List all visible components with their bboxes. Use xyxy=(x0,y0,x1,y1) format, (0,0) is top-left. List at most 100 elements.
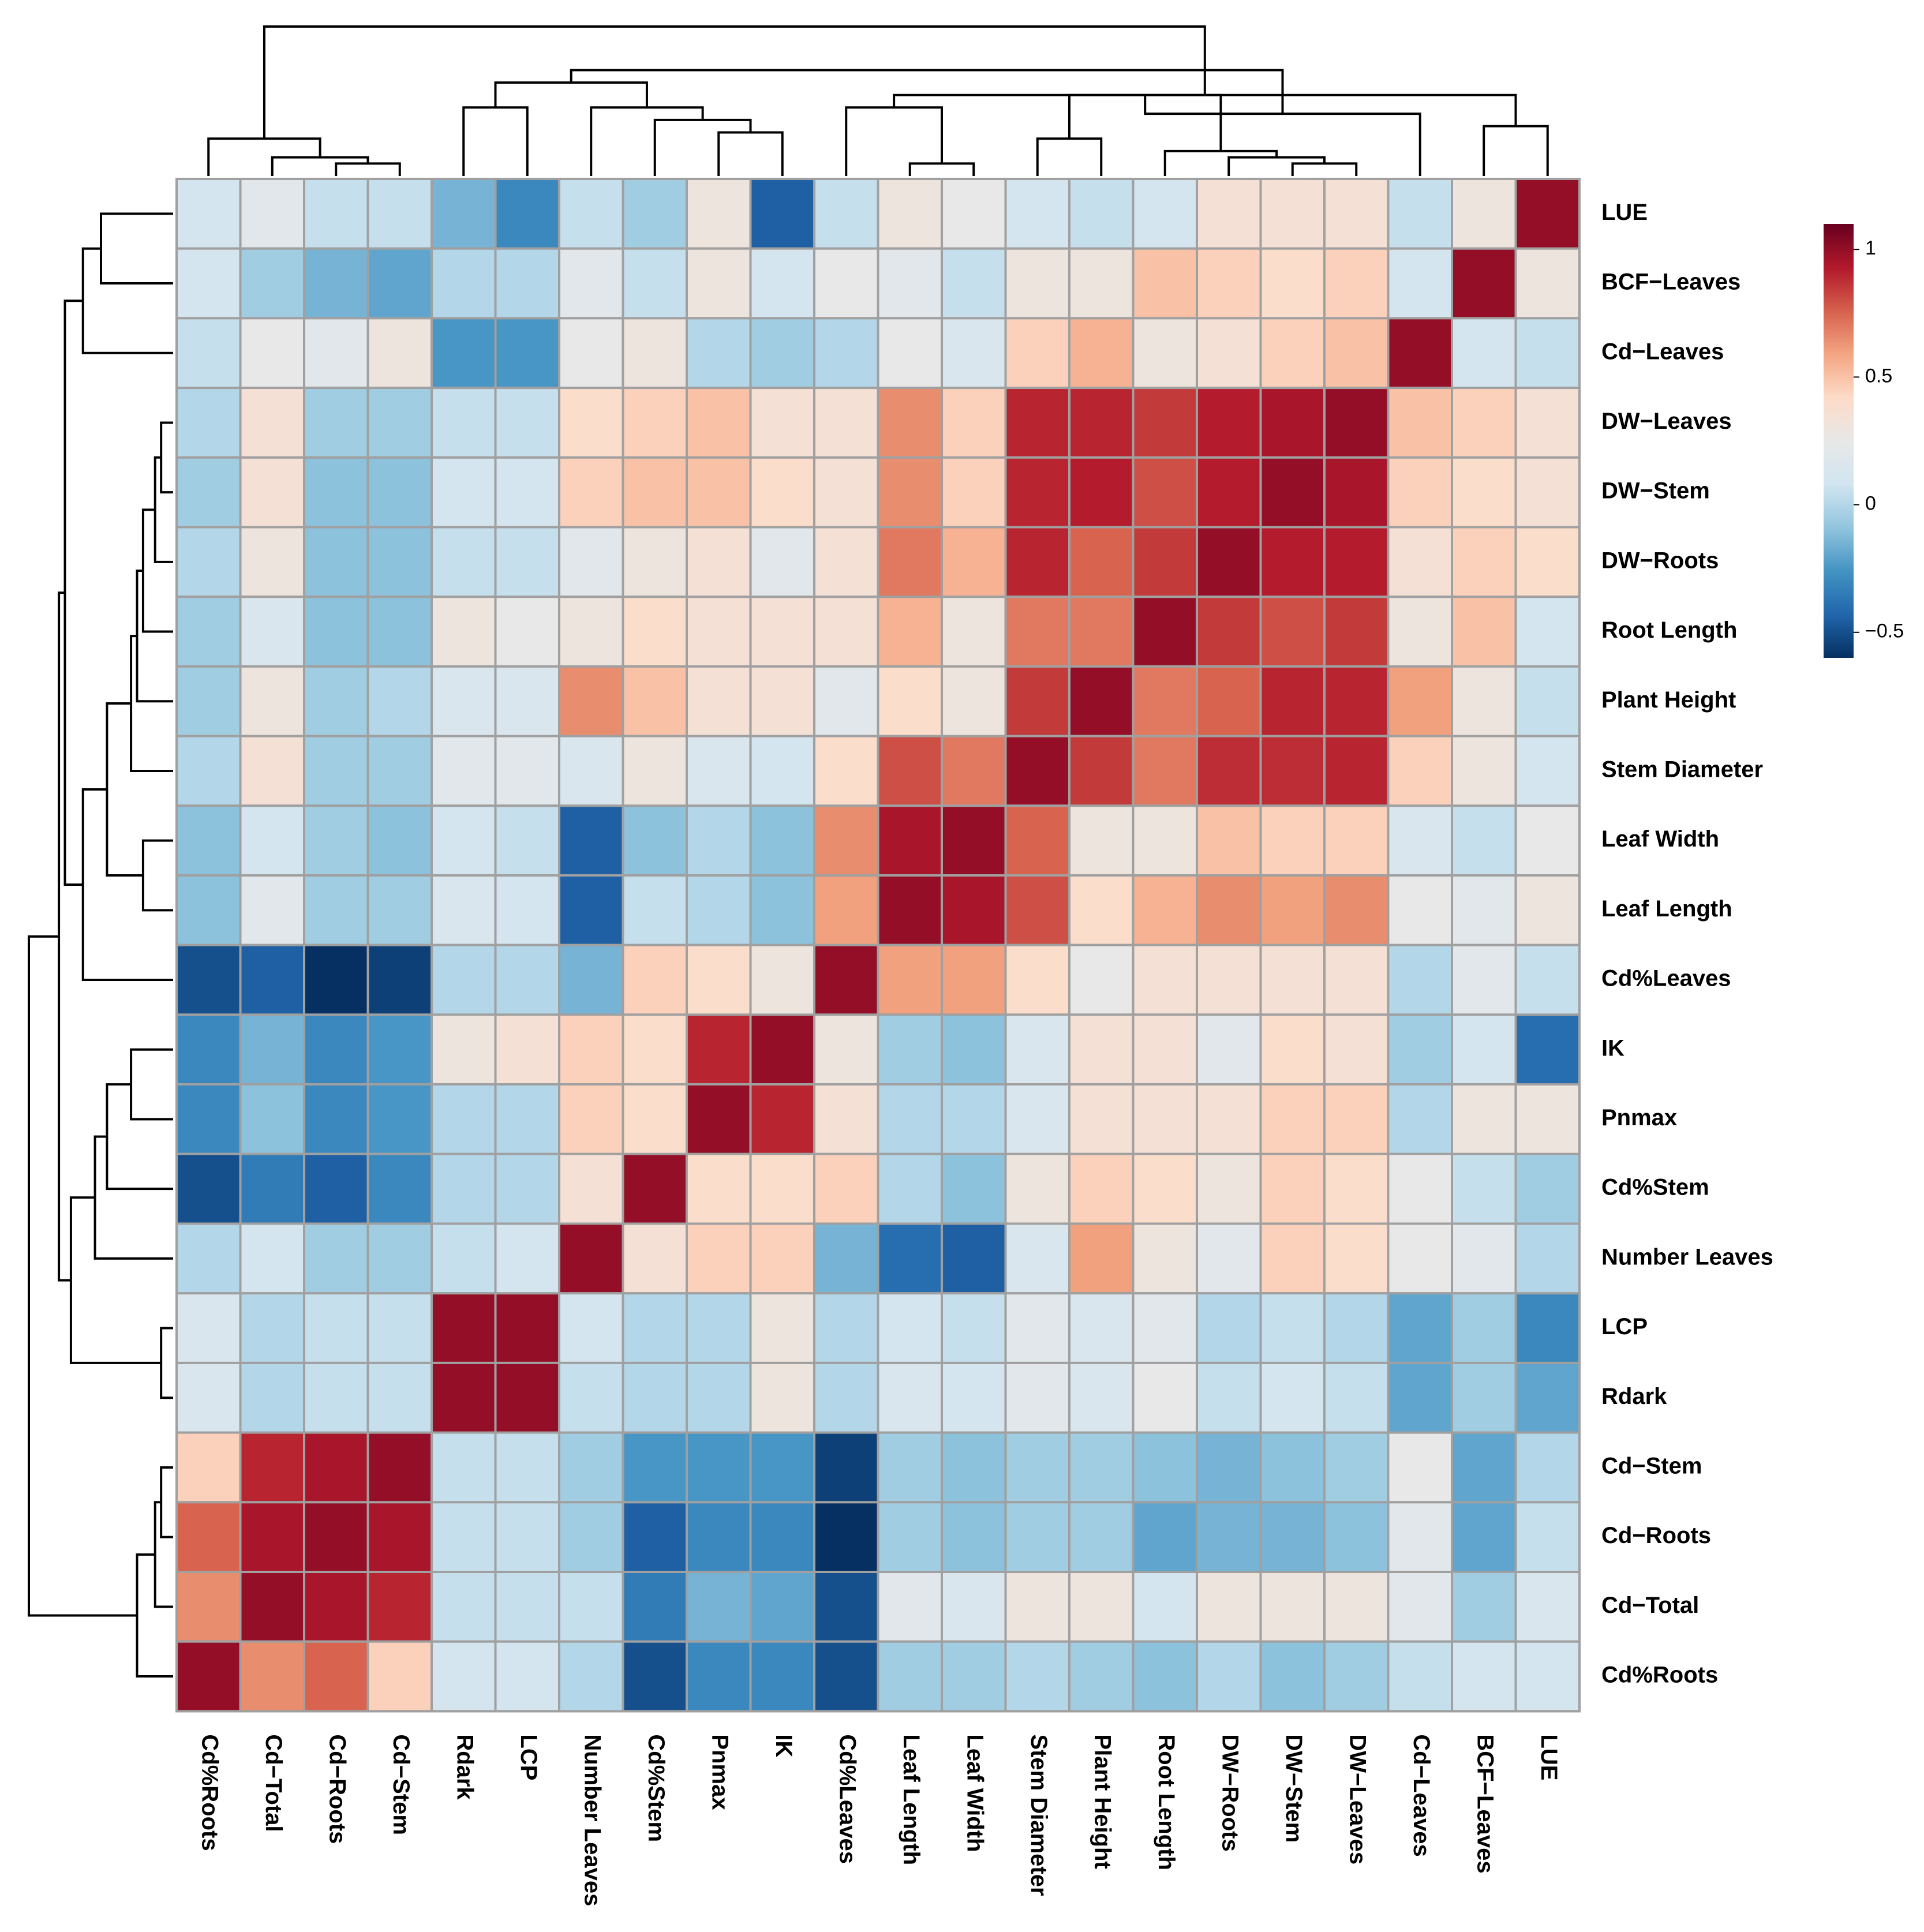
heatmap-cell-bcf-leaves-x-lcp: BCF−Leaves / LCP: 0 xyxy=(494,247,560,320)
heatmap-cell-bcf-leaves-x-rdark: BCF−Leaves / Rdark: 0 xyxy=(431,247,497,320)
heatmap-cell-dw-leaves-x-bcf-leaves: DW−Leaves / BCF−Leaves: 0.45 xyxy=(1451,387,1517,459)
heatmap-cell-cd-stem-x-number-leaves: Cd−Stem / Number Leaves: -0.05 xyxy=(558,1431,624,1504)
heatmap-cell-lue-x-plant-height: LUE / Plant Height: 0.05 xyxy=(1068,178,1135,250)
dendrogram-link-12 xyxy=(1163,149,1278,176)
heatmap-cell-lcp-x-dw-leaves: LCP / DW−Leaves: 0 xyxy=(1323,1292,1390,1364)
heatmap-cell-pnmax-x-dw-stem: Pnmax / DW−Stem: 0.45 xyxy=(1259,1083,1326,1155)
heatmap-cell-root-length-x-rdark: Root Length / Rdark: 0.3 xyxy=(431,596,497,668)
heatmap-cell-dw-stem-x-stem-diameter: DW−Stem / Stem Diameter: 0.9 xyxy=(1004,456,1070,529)
heatmap-cell-plant-height-x-cd-pct-leaves: Plant Height / Cd%Leaves: 0.2 xyxy=(813,665,879,737)
heatmap-cell-lue-x-root-length: LUE / Root Length: 0.1 xyxy=(1132,178,1198,250)
heatmap-cell-number-leaves-x-cd-total: Number Leaves / Cd−Total: 0.1 xyxy=(239,1222,305,1295)
heatmap-cell-lcp-x-dw-stem: LCP / DW−Stem: 0.05 xyxy=(1259,1292,1326,1364)
heatmap-cell-dw-leaves-x-root-length: DW−Leaves / Root Length: 0.85 xyxy=(1132,387,1198,459)
heatmap-cell-pnmax-x-rdark: Pnmax / Rdark: 0 xyxy=(431,1083,497,1155)
heatmap-cell-cd-pct-roots-x-cd-leaves: Cd%Roots / Cd−Leaves: 0.05 xyxy=(1387,1640,1453,1713)
heatmap-cell-cd-total-x-root-length: Cd−Total / Root Length: 0.1 xyxy=(1132,1571,1198,1643)
heatmap-cell-lue-x-dw-leaves: LUE / DW−Leaves: 0.35 xyxy=(1323,178,1390,250)
heatmap-cell-lue-x-cd-pct-roots: LUE / Cd%Roots: 0.1 xyxy=(175,178,242,250)
heatmap-cell-cd-pct-leaves-x-cd-total: Cd%Leaves / Cd−Total: -0.45 xyxy=(239,943,305,1016)
heatmap-cell-root-length-x-cd-total: Root Length / Cd−Total: 0.15 xyxy=(239,596,305,668)
heatmap-cell-lue-x-cd-roots: LUE / Cd−Roots: 0.05 xyxy=(303,178,369,250)
heatmap-cell-dw-stem-x-cd-pct-roots: DW−Stem / Cd%Roots: -0.05 xyxy=(175,456,242,529)
column-label-dw-roots: DW−Roots xyxy=(1218,1734,1243,1851)
heatmap-cell-root-length-x-cd-pct-stem: Root Length / Cd%Stem: 0.4 xyxy=(622,596,688,668)
heatmap-cell-ik-x-rdark: IK / Rdark: 0.3 xyxy=(431,1013,497,1086)
heatmap-cell-cd-roots-x-leaf-length: Cd−Roots / Leaf Length: -0.05 xyxy=(877,1501,943,1574)
heatmap-cell-rdark-x-dw-stem: Rdark / DW−Stem: 0.1 xyxy=(1259,1361,1326,1434)
heatmap-cell-cd-pct-roots-x-root-length: Cd%Roots / Root Length: -0.1 xyxy=(1132,1640,1198,1713)
heatmap-cell-cd-pct-stem-x-dw-stem: Cd%Stem / DW−Stem: 0.45 xyxy=(1259,1152,1326,1225)
row-label-leaf-width: Leaf Width xyxy=(1601,826,1719,852)
heatmap-cell-plant-height-x-cd-pct-stem: Plant Height / Cd%Stem: 0.5 xyxy=(622,665,688,737)
heatmap-cell-ik-x-bcf-leaves: IK / BCF−Leaves: 0.1 xyxy=(1451,1013,1517,1086)
heatmap-cell-cd-roots-x-lcp: Cd−Roots / LCP: 0.05 xyxy=(494,1501,560,1574)
heatmap-cell-stem-diameter-x-cd-stem: Stem Diameter / Cd−Stem: -0.05 xyxy=(366,735,433,807)
heatmap-cell-cd-roots-x-pnmax: Cd−Roots / Pnmax: -0.3 xyxy=(686,1501,752,1574)
heatmap-cell-cd-pct-leaves-x-number-leaves: Cd%Leaves / Number Leaves: -0.15 xyxy=(558,943,624,1016)
heatmap-cell-cd-total-x-lue: Cd−Total / LUE: 0.15 xyxy=(1514,1571,1581,1643)
heatmap-cell-dw-roots-x-bcf-leaves: DW−Roots / BCF−Leaves: 0.45 xyxy=(1451,526,1517,598)
column-label-cd-pct-leaves: Cd%Leaves xyxy=(835,1734,860,1864)
heatmap-cell-leaf-width-x-cd-pct-leaves: Leaf Width / Cd%Leaves: 0.65 xyxy=(813,804,879,877)
heatmap-cell-lue-x-leaf-width: LUE / Leaf Width: 0.25 xyxy=(941,178,1007,250)
heatmap-cell-pnmax-x-cd-pct-stem: Pnmax / Cd%Stem: 0.4 xyxy=(622,1083,688,1155)
column-label-stem-diameter: Stem Diameter xyxy=(1026,1734,1051,1896)
heatmap-cell-cd-pct-roots-x-leaf-length: Cd%Roots / Leaf Length: -0.05 xyxy=(877,1640,943,1713)
row-label-lue: LUE xyxy=(1601,200,1648,225)
heatmap-cell-cd-leaves-x-cd-stem: Cd−Leaves / Cd−Stem: 0.3 xyxy=(366,317,433,390)
heatmap-cell-leaf-width-x-cd-pct-stem: Leaf Width / Cd%Stem: -0.1 xyxy=(622,804,688,877)
heatmap-cell-cd-pct-stem-x-plant-height: Cd%Stem / Plant Height: 0.45 xyxy=(1068,1152,1135,1225)
column-label-rdark: Rdark xyxy=(452,1734,478,1800)
heatmap-cell-plant-height-x-lue: Plant Height / LUE: 0.05 xyxy=(1514,665,1581,737)
heatmap-cell-stem-diameter-x-cd-pct-roots: Stem Diameter / Cd%Roots: 0 xyxy=(175,735,242,807)
heatmap-cell-cd-pct-stem-x-pnmax: Cd%Stem / Pnmax: 0.4 xyxy=(686,1152,752,1225)
row-label-root-length: Root Length xyxy=(1601,617,1738,643)
heatmap-cell-pnmax-x-dw-roots: Pnmax / DW−Roots: 0.35 xyxy=(1196,1083,1262,1155)
heatmap-cell-number-leaves-x-cd-pct-stem: Number Leaves / Cd%Stem: 0.35 xyxy=(622,1222,688,1295)
row-label-pnmax: Pnmax xyxy=(1601,1105,1677,1130)
heatmap-cell-cd-roots-x-cd-leaves: Cd−Roots / Cd−Leaves: 0.2 xyxy=(1387,1501,1453,1574)
dendrogram-link-18 xyxy=(154,1501,173,1608)
heatmap-cell-pnmax-x-cd-roots: Pnmax / Cd−Roots: -0.3 xyxy=(303,1083,369,1155)
heatmap-cell-number-leaves-x-cd-stem: Number Leaves / Cd−Stem: -0.05 xyxy=(366,1222,433,1295)
heatmap-cell-cd-pct-stem-x-cd-pct-stem: Cd%Stem / Cd%Stem: 1 xyxy=(622,1152,688,1225)
heatmap-cell-cd-pct-roots-x-plant-height: Cd%Roots / Plant Height: -0.05 xyxy=(1068,1640,1135,1713)
heatmap-cell-dw-roots-x-lue: DW−Roots / LUE: 0.4 xyxy=(1514,526,1581,598)
heatmap-cell-cd-roots-x-leaf-width: Cd−Roots / Leaf Width: -0.1 xyxy=(941,1501,1007,1574)
heatmap-cell-rdark-x-cd-pct-stem: Rdark / Cd%Stem: 0 xyxy=(622,1361,688,1434)
heatmap-cell-leaf-length-x-bcf-leaves: Leaf Length / BCF−Leaves: 0.2 xyxy=(1451,874,1517,946)
column-label-dw-stem: DW−Stem xyxy=(1281,1734,1307,1843)
heatmap-cell-cd-pct-roots-x-dw-roots: Cd%Roots / DW−Roots: 0 xyxy=(1196,1640,1262,1713)
heatmap-cell-cd-pct-leaves-x-stem-diameter: Cd%Leaves / Stem Diameter: 0.4 xyxy=(1004,943,1070,1016)
heatmap-cell-cd-pct-stem-x-rdark: Cd%Stem / Rdark: 0 xyxy=(431,1152,497,1225)
heatmap-cell-cd-pct-leaves-x-leaf-length: Cd%Leaves / Leaf Length: 0.6 xyxy=(877,943,943,1016)
heatmap-cell-leaf-length-x-cd-total: Leaf Length / Cd−Total: 0.2 xyxy=(239,874,305,946)
heatmap-cell-ik-x-cd-leaves: IK / Cd−Leaves: -0.05 xyxy=(1387,1013,1453,1086)
heatmap-cell-plant-height-x-leaf-width: Plant Height / Leaf Width: 0.3 xyxy=(941,665,1007,737)
heatmap-cell-dw-stem-x-cd-roots: DW−Stem / Cd−Roots: -0.1 xyxy=(303,456,369,529)
heatmap-cell-ik-x-root-length: IK / Root Length: 0.35 xyxy=(1132,1013,1198,1086)
heatmap-cell-cd-total-x-cd-stem: Cd−Total / Cd−Stem: 0.9 xyxy=(366,1571,433,1643)
column-label-cd-pct-stem: Cd%Stem xyxy=(643,1734,669,1842)
heatmap-cell-bcf-leaves-x-cd-stem: BCF−Leaves / Cd−Stem: -0.2 xyxy=(366,247,433,320)
dendrogram-link-20 xyxy=(28,935,137,1617)
row-labels: LUE BCF−Leaves Cd−Leaves DW−Leaves DW−Stem DW… xyxy=(1601,200,1773,1688)
heatmap-cell-cd-leaves-x-bcf-leaves: Cd−Leaves / BCF−Leaves: 0.1 xyxy=(1451,317,1517,390)
heatmap-cell-lcp-x-cd-total: LCP / Cd−Total: 0 xyxy=(239,1292,305,1364)
heatmap-cell-lue-x-cd-pct-leaves: LUE / Cd%Leaves: 0.05 xyxy=(813,178,879,250)
heatmap-cell-number-leaves-x-bcf-leaves: Number Leaves / BCF−Leaves: 0.2 xyxy=(1451,1222,1517,1295)
heatmap-cell-leaf-width-x-plant-height: Leaf Width / Plant Height: 0.3 xyxy=(1068,804,1135,877)
column-label-root-length: Root Length xyxy=(1154,1734,1179,1870)
heatmap-cell-plant-height-x-number-leaves: Plant Height / Number Leaves: 0.65 xyxy=(558,665,624,737)
heatmap-cell-cd-total-x-ik: Cd−Total / IK: -0.2 xyxy=(749,1571,815,1643)
dendrogram-link-18 xyxy=(570,69,1284,114)
heatmap-cell-lcp-x-rdark: LCP / Rdark: 1 xyxy=(431,1292,497,1364)
heatmap-cell-bcf-leaves-x-number-leaves: BCF−Leaves / Number Leaves: 0.2 xyxy=(558,247,624,320)
heatmap-cell-cd-total-x-cd-roots: Cd−Total / Cd−Roots: 0.95 xyxy=(303,1571,369,1643)
heatmap-cell-leaf-width-x-cd-leaves: Leaf Width / Cd−Leaves: 0.15 xyxy=(1387,804,1453,877)
heatmap-cell-dw-stem-x-bcf-leaves: DW−Stem / BCF−Leaves: 0.4 xyxy=(1451,456,1517,529)
heatmap-cell-ik-x-cd-stem: IK / Cd−Stem: -0.25 xyxy=(366,1013,433,1086)
heatmap-cell-leaf-width-x-lcp: Leaf Width / LCP: 0.05 xyxy=(494,804,560,877)
heatmap-cell-cd-stem-x-rdark: Cd−Stem / Rdark: 0.05 xyxy=(431,1431,497,1504)
